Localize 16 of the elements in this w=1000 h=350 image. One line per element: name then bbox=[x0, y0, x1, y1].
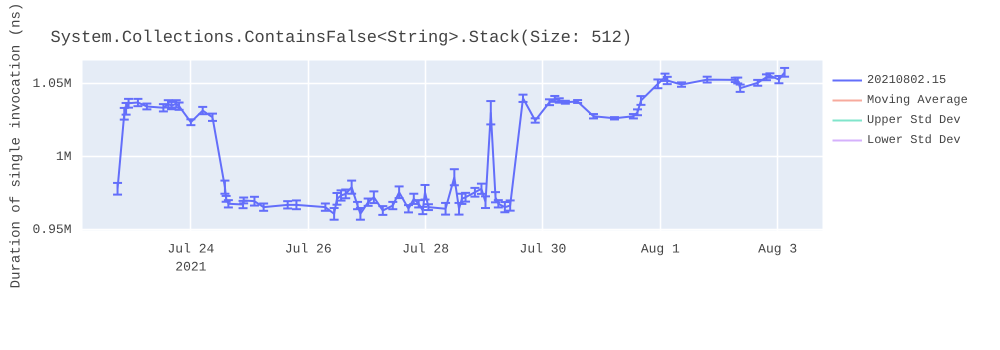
chart-title: System.Collections.ContainsFalse<String>.Stack(Size: 512) bbox=[50, 29, 632, 48]
x-tick-label: Jul 24 2021 bbox=[167, 242, 214, 274]
x-tick-label: Aug 1 bbox=[640, 242, 680, 256]
line-series bbox=[116, 71, 786, 215]
x-tick-label: Jul 30 bbox=[520, 242, 566, 256]
y-tick-label: 1M bbox=[56, 149, 72, 164]
y-tick-label: 0.95M bbox=[32, 222, 72, 237]
y-axis-title: Duration of single invocation (ns) bbox=[8, 2, 24, 288]
x-tick-label: Jul 28 bbox=[402, 242, 450, 256]
legend-label: Moving Average bbox=[867, 93, 968, 107]
x-tick-label: Jul 26 bbox=[284, 242, 332, 256]
legend-label: 20210802.15 bbox=[867, 73, 946, 87]
y-tick-label: 1.05M bbox=[32, 76, 72, 92]
x-tick-label: Aug 3 bbox=[758, 242, 798, 256]
legend-label: Lower Std Dev bbox=[867, 133, 961, 147]
legend-label: Upper Std Dev bbox=[867, 113, 961, 127]
